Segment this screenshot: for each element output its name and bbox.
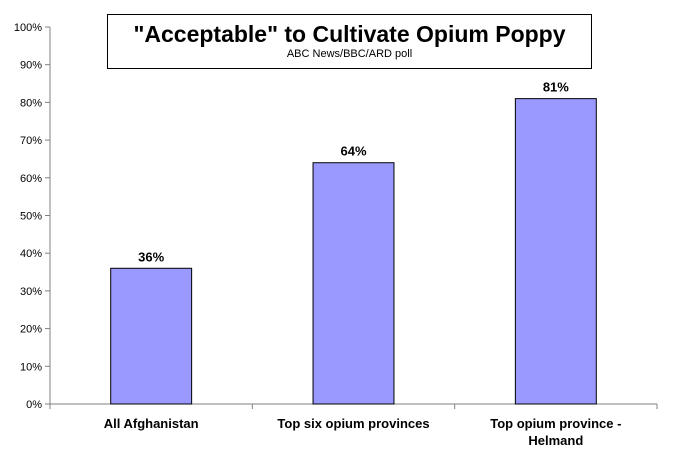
category-labels: All Afghanistan Top six opium provinces To… bbox=[104, 416, 622, 448]
y-tick-label: 30% bbox=[20, 286, 42, 298]
y-tick-label: 60% bbox=[20, 173, 42, 185]
y-tick-label: 40% bbox=[20, 248, 42, 260]
data-labels: 36% 64% 81% bbox=[138, 80, 569, 265]
bar bbox=[514, 98, 597, 405]
y-tick-label: 80% bbox=[20, 97, 42, 109]
y-tick-label: 90% bbox=[20, 60, 42, 72]
data-label: 64% bbox=[340, 144, 366, 159]
y-tick-label: 10% bbox=[20, 361, 42, 373]
y-tick-label: 20% bbox=[20, 324, 42, 336]
y-tick-label: 50% bbox=[20, 211, 42, 223]
chart-subtitle: ABC News/BBC/ARD poll bbox=[286, 48, 413, 60]
category-label: All Afghanistan bbox=[104, 416, 199, 431]
bar bbox=[110, 267, 193, 405]
bar bbox=[312, 162, 395, 405]
y-tick-label: 0% bbox=[26, 399, 42, 411]
category-label: Top six opium provinces bbox=[277, 416, 429, 431]
data-label: 81% bbox=[543, 80, 569, 95]
y-tick-label: 100% bbox=[14, 22, 42, 34]
y-tick-label: 70% bbox=[20, 135, 42, 147]
data-label: 36% bbox=[138, 249, 164, 264]
chart-title-box: "Acceptable" to Cultivate Opium Poppy AB… bbox=[107, 14, 592, 69]
category-label: Top opium province -Helmand bbox=[490, 416, 621, 448]
y-axis: 0% 10% 20% 30% 40% 50% 60% 70% 80% 90% 100% bbox=[14, 22, 51, 411]
bars bbox=[110, 98, 597, 405]
x-axis bbox=[49, 403, 658, 409]
chart-title: "Acceptable" to Cultivate Opium Poppy bbox=[133, 21, 566, 47]
